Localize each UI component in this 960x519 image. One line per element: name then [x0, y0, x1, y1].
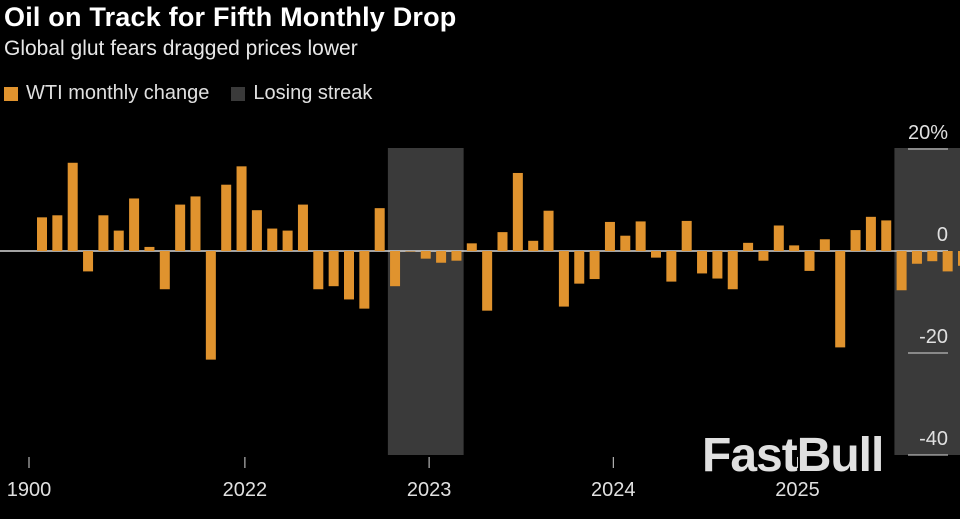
bar [267, 228, 278, 251]
bar [835, 251, 846, 348]
bar [190, 196, 201, 251]
bar [712, 251, 723, 279]
chart-title: Oil on Track for Fifth Monthly Drop [4, 2, 457, 32]
bar [205, 251, 216, 360]
legend-swatch-streak [231, 86, 246, 101]
bar [52, 215, 63, 251]
bar [436, 251, 447, 263]
y-tick-label: 0 [937, 224, 948, 246]
bar [129, 198, 140, 251]
bar [83, 251, 94, 272]
bar [159, 251, 170, 290]
bar [758, 251, 769, 261]
bar-layer [37, 162, 960, 360]
bar [67, 162, 78, 251]
bar [482, 251, 493, 311]
bar [528, 240, 539, 251]
x-tick-label: 2024 [591, 479, 636, 501]
losing-streak-band-1 [387, 148, 464, 455]
bar [558, 251, 569, 307]
bar [113, 230, 124, 251]
bar [328, 251, 339, 287]
bar [773, 225, 784, 251]
legend-label-streak: Losing streak [253, 82, 373, 104]
bar [144, 246, 155, 251]
bar [175, 204, 186, 251]
legend: WTI monthly change Losing streak [4, 82, 394, 105]
bar [942, 251, 953, 272]
bar [420, 251, 431, 259]
legend-label-wti: WTI monthly change [26, 82, 210, 104]
bar [451, 251, 462, 261]
bar [589, 251, 600, 280]
bar [789, 245, 800, 251]
legend-item-wti: WTI monthly change [4, 82, 209, 105]
y-axis: 20% 0 -20 -40 [908, 122, 948, 450]
bar [405, 251, 416, 252]
bar [251, 210, 262, 251]
bar [865, 216, 876, 251]
y-tick-label: -20 [919, 326, 948, 348]
bar [497, 232, 508, 251]
bar [681, 220, 692, 251]
watermark-logo: FastBull [702, 429, 884, 482]
bar [850, 230, 861, 251]
x-tick-label: 1900 [7, 479, 52, 501]
x-axis: 1900 2022 2023 2024 2025 [7, 457, 820, 501]
grid-layer [0, 148, 948, 456]
bar [236, 166, 247, 251]
bar [574, 251, 585, 284]
bar [911, 251, 922, 264]
bar [896, 251, 907, 291]
bar [927, 251, 938, 262]
bar [37, 217, 47, 251]
losing-streak-band-2 [894, 148, 960, 455]
legend-swatch-wti [4, 86, 18, 101]
bar [359, 251, 370, 309]
bar [804, 251, 815, 271]
bar [819, 239, 830, 251]
x-tick-label: 2023 [407, 479, 452, 501]
bar [344, 251, 354, 300]
bar [297, 204, 308, 251]
bar [727, 251, 738, 290]
bar [282, 230, 293, 251]
bar [390, 251, 401, 287]
bar [881, 220, 892, 251]
y-tick-label: 20% [908, 122, 948, 144]
bar [313, 251, 324, 290]
bar [221, 184, 232, 251]
bar [620, 235, 631, 251]
streak-layer [387, 148, 960, 455]
bar [604, 221, 615, 251]
y-tick-label: -40 [919, 428, 948, 450]
bar [697, 251, 708, 274]
bar [958, 251, 960, 266]
bar [666, 251, 677, 282]
bar [743, 242, 754, 251]
bar [651, 251, 661, 258]
legend-item-streak: Losing streak [231, 82, 372, 105]
bar [374, 208, 385, 251]
x-tick-label: 2022 [223, 479, 268, 501]
bar [466, 243, 477, 251]
bar [543, 210, 554, 251]
bar [635, 221, 646, 251]
bar [512, 172, 523, 251]
chart-subtitle: Global glut fears dragged prices lower [4, 37, 358, 60]
bar [98, 215, 109, 251]
x-tick-label: 2025 [775, 479, 820, 501]
